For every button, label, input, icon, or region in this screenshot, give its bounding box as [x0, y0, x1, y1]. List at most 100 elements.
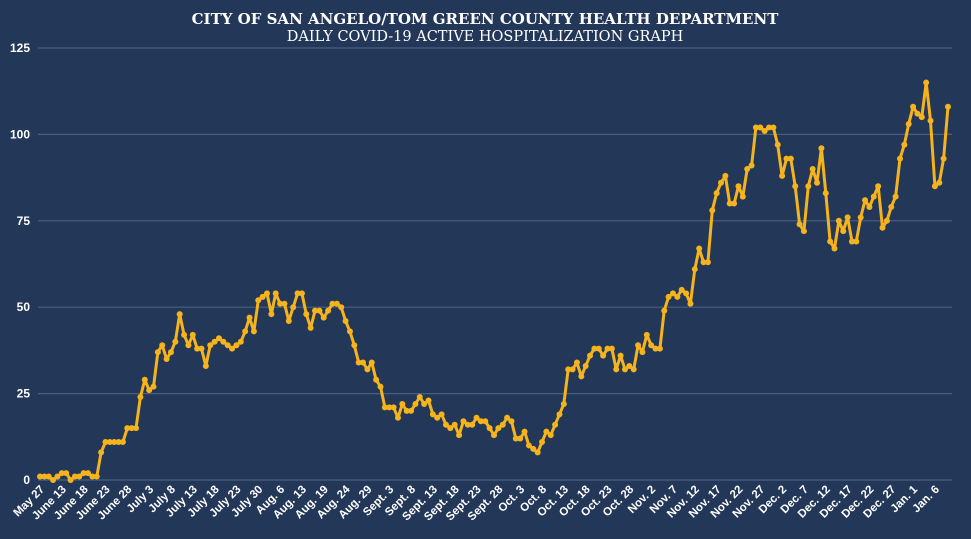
chart-subtitle: DAILY COVID-19 ACTIVE HOSPITALIZATION GR…	[287, 29, 683, 45]
data-point	[303, 311, 310, 318]
data-point	[674, 293, 681, 300]
data-point	[124, 425, 131, 432]
data-point	[67, 477, 74, 483]
y-axis-ticks: 0 25 50 75 100 125	[10, 41, 30, 487]
data-point	[508, 418, 515, 425]
data-point	[246, 314, 253, 321]
data-point	[342, 318, 349, 325]
data-point	[840, 228, 847, 235]
data-point	[76, 473, 83, 480]
data-point	[931, 183, 938, 190]
data-point	[154, 349, 161, 356]
data-point	[525, 442, 532, 449]
y-tick-label: 0	[23, 473, 30, 487]
data-point	[587, 352, 594, 359]
data-point	[761, 127, 768, 134]
data-point	[128, 425, 135, 432]
data-point	[316, 307, 323, 314]
data-point	[338, 304, 345, 311]
data-point	[547, 432, 554, 439]
gridlines	[38, 47, 952, 481]
data-point	[827, 238, 834, 245]
data-point	[421, 400, 428, 407]
data-point	[621, 366, 628, 373]
data-point	[918, 114, 925, 121]
data-point	[159, 342, 166, 349]
data-point	[137, 394, 144, 401]
data-point	[866, 203, 873, 210]
data-point	[504, 414, 511, 421]
data-point	[543, 428, 550, 435]
data-point	[796, 221, 803, 228]
data-point	[58, 470, 65, 477]
data-point	[438, 411, 445, 418]
series-line	[37, 79, 951, 483]
data-point	[220, 338, 227, 345]
data-point	[713, 190, 720, 197]
data-point	[224, 342, 231, 349]
data-point	[582, 362, 589, 369]
data-point	[290, 304, 297, 311]
data-point	[215, 335, 222, 342]
data-point	[770, 124, 777, 131]
data-point	[141, 376, 148, 383]
data-point	[521, 428, 528, 435]
data-point	[229, 345, 236, 352]
data-point	[539, 438, 546, 445]
data-point	[268, 311, 275, 318]
data-point	[416, 394, 423, 401]
data-point	[486, 425, 493, 432]
data-point	[648, 342, 655, 349]
chart-title: CITY OF SAN ANGELO/TOM GREEN COUNTY HEAL…	[192, 10, 780, 28]
data-point	[98, 449, 105, 456]
data-point	[809, 165, 816, 172]
data-point	[460, 418, 467, 425]
data-point	[89, 473, 96, 480]
data-point	[835, 217, 842, 224]
data-point	[106, 438, 113, 445]
data-point	[167, 349, 174, 356]
data-point	[202, 362, 209, 369]
data-point	[312, 307, 319, 314]
data-point	[259, 293, 266, 300]
data-point	[54, 473, 61, 480]
y-tick-label: 50	[17, 300, 31, 314]
data-point	[643, 331, 650, 338]
data-point	[250, 328, 257, 335]
data-point	[133, 425, 140, 432]
data-point	[652, 345, 659, 352]
data-point	[600, 352, 607, 359]
data-point	[818, 145, 825, 152]
data-point	[905, 121, 912, 128]
data-point	[181, 331, 188, 338]
data-point	[194, 345, 201, 352]
data-point	[656, 345, 663, 352]
data-point	[613, 366, 620, 373]
data-point	[635, 342, 642, 349]
data-point	[844, 214, 851, 221]
data-point	[901, 141, 908, 148]
data-point	[360, 359, 367, 366]
data-point	[604, 345, 611, 352]
data-point	[351, 342, 358, 349]
data-point	[923, 79, 930, 86]
data-point	[102, 438, 109, 445]
data-point	[779, 172, 786, 179]
data-point	[85, 470, 92, 477]
data-point	[857, 214, 864, 221]
data-point	[879, 224, 886, 231]
data-point	[687, 300, 694, 307]
data-point	[285, 318, 292, 325]
data-point	[41, 473, 48, 480]
data-point	[814, 179, 821, 186]
data-point	[669, 290, 676, 297]
data-point	[456, 432, 463, 439]
data-point	[936, 179, 943, 186]
data-point	[399, 400, 406, 407]
data-point	[940, 155, 947, 162]
data-point	[207, 342, 214, 349]
data-point	[556, 411, 563, 418]
data-point	[115, 438, 122, 445]
y-tick-label: 125	[10, 41, 30, 55]
